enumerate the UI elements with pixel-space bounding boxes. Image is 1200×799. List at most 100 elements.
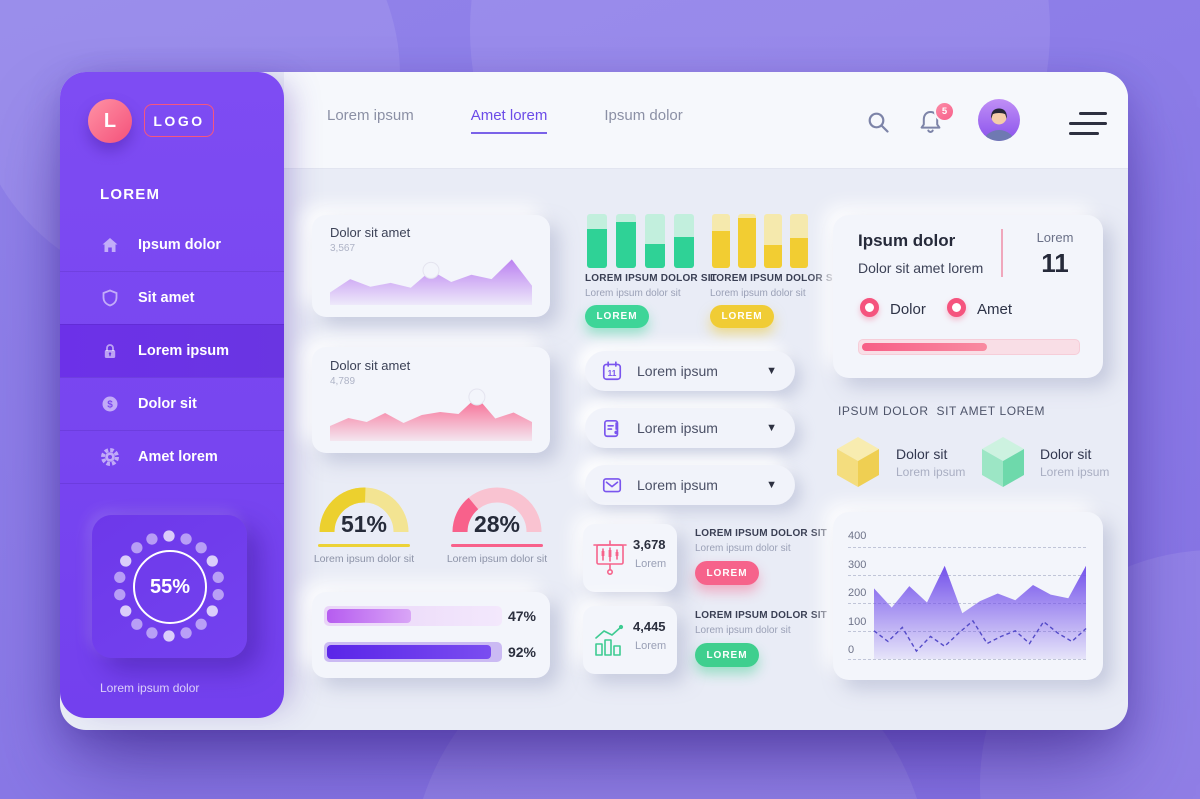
svg-text:$: $: [107, 399, 113, 410]
card-value: 3,567: [330, 243, 356, 254]
sidebar-item-sit-amet[interactable]: Sit amet: [60, 271, 284, 324]
gridline: [848, 603, 1086, 604]
chevron-down-icon: ▼: [766, 422, 777, 434]
card-title: Dolor sit amet: [330, 225, 411, 240]
radio-label: Amet: [977, 301, 1013, 318]
y-tick: 300: [848, 559, 867, 571]
progress-label: 92%: [507, 644, 536, 660]
presentation-chart-icon: [593, 540, 627, 575]
y-tick: 100: [848, 616, 867, 628]
y-tick: 400: [848, 530, 867, 542]
info-title: Ipsum dolor: [858, 231, 956, 250]
sparkline-card-pink: Dolor sit amet 4,789: [312, 347, 550, 453]
cube-subtitle: Lorem ipsum: [896, 465, 966, 479]
tab-ipsum-dolor[interactable]: Ipsum dolor: [604, 107, 683, 124]
radio-amet[interactable]: [947, 298, 966, 317]
gauge-underline: [318, 544, 410, 547]
mail-icon: [602, 478, 622, 493]
bars-title: LOREM IPSUM DOLOR SIT: [585, 273, 717, 284]
sidebar-menu: Ipsum dolor Sit amet Lorem ipsum $ Dolor…: [60, 219, 284, 484]
info-card: Ipsum dolor Dolor sit amet lorem Lorem 1…: [833, 215, 1103, 378]
search-icon[interactable]: [866, 110, 891, 135]
tab-amet-lorem[interactable]: Amet lorem: [470, 107, 548, 134]
dropdown-notes[interactable]: Lorem ipsum ▼: [585, 408, 795, 448]
sidebar-item-label: Lorem ipsum: [138, 343, 230, 359]
logo-letter: L: [103, 109, 117, 132]
radio-dolor[interactable]: [860, 298, 879, 317]
purple-area-line-chart: [873, 565, 1087, 659]
y-tick: 0: [848, 644, 855, 656]
progress-fill: [327, 609, 411, 623]
progress-card: 47% 92%: [312, 592, 550, 678]
y-tick: 200: [848, 587, 867, 599]
logo-button[interactable]: LOGO: [144, 104, 214, 137]
cube-subtitle: Lorem ipsum: [1040, 465, 1110, 479]
pink-gauge-chart: [452, 487, 542, 533]
progress-track: [324, 642, 502, 662]
card-title: Dolor sit amet: [330, 358, 411, 373]
gauge-underline: [451, 544, 543, 547]
sidebar-item-lorem-ipsum[interactable]: Lorem ipsum: [60, 324, 284, 377]
info-side-label: Lorem: [1036, 230, 1074, 245]
vertical-divider: [1001, 229, 1003, 277]
stat-card-green: 4,445 Lorem: [583, 606, 677, 674]
cubes-heading: IPSUM DOLOR SIT AMET LOREM: [838, 404, 1046, 418]
gauge-value: 28%: [473, 511, 521, 537]
sidebar-footer-text: Lorem ipsum dolor: [100, 681, 200, 695]
stat-subtitle: Lorem ipsum dolor sit: [695, 625, 791, 636]
yellow-lorem-button[interactable]: LOREM: [710, 305, 774, 328]
sidebar-section-label: LOREM: [100, 186, 161, 203]
hamburger-menu-icon[interactable]: [1069, 112, 1107, 135]
gridline: [848, 575, 1086, 576]
logo-label: LOGO: [153, 112, 205, 129]
pink-area-chart: [330, 388, 532, 441]
stat-label: Lorem: [635, 640, 667, 652]
notification-count: 5: [941, 106, 948, 117]
cube-title: Dolor sit: [1040, 446, 1092, 462]
pink-lorem-button[interactable]: LOREM: [695, 561, 759, 585]
gauge-value: 51%: [340, 511, 388, 537]
sidebar-item-ipsum-dolor[interactable]: Ipsum dolor: [60, 219, 284, 271]
stat-card-pink: 3,678 Lorem: [583, 524, 677, 592]
green-lorem-button[interactable]: LOREM: [585, 305, 649, 328]
dollar-icon: $: [102, 396, 118, 412]
notes-icon: [604, 420, 619, 438]
sidebar-gauge-value: 55%: [149, 575, 191, 598]
info-subtitle: Dolor sit amet lorem: [858, 260, 984, 276]
dropdown-label: Lorem ipsum: [637, 363, 718, 379]
yellow-gauge-chart: [319, 487, 409, 533]
stat-subtitle: Lorem ipsum dolor sit: [695, 543, 791, 554]
card-value: 4,789: [330, 376, 356, 387]
sidebar-gauge-circle: 55%: [133, 550, 207, 624]
progress-label: 47%: [507, 608, 536, 624]
sidebar-item-amet-lorem[interactable]: Amet lorem: [60, 430, 284, 483]
notification-bell-icon[interactable]: 5: [917, 101, 955, 136]
progress-track: [324, 606, 502, 626]
sidebar-item-label: Ipsum dolor: [138, 237, 221, 253]
sidebar-item-label: Sit amet: [138, 290, 195, 306]
shield-icon: [102, 289, 118, 307]
big-area-chart-card: 400 300 200 100 0: [833, 512, 1103, 680]
purple-area-chart: [330, 259, 532, 305]
home-icon: [102, 238, 118, 252]
green-lorem-button-2[interactable]: LOREM: [695, 643, 759, 667]
notification-badge: 5: [934, 101, 955, 122]
lock-icon: [104, 344, 116, 358]
gauge-caption: Lorem ipsum dolor sit: [313, 553, 415, 565]
sidebar-item-label: Dolor sit: [138, 396, 197, 412]
tab-lorem-ipsum[interactable]: Lorem ipsum: [327, 107, 414, 124]
cube-title: Dolor sit: [896, 446, 948, 462]
info-progress-track: [858, 339, 1080, 355]
avatar[interactable]: [978, 99, 1020, 141]
dropdown-label: Lorem ipsum: [637, 420, 718, 436]
gridline: [848, 659, 1086, 660]
dropdown-calendar[interactable]: 11 Lorem ipsum ▼: [585, 351, 795, 391]
cube-green-icon: [982, 437, 1024, 487]
sparkline-card-purple: Dolor sit amet 3,567: [312, 215, 550, 317]
sidebar-item-label: Amet lorem: [138, 449, 218, 465]
sidebar-item-dolor-sit[interactable]: $ Dolor sit: [60, 377, 284, 430]
topbar-tabs: Lorem ipsum Amet lorem Ipsum dolor: [327, 107, 683, 134]
info-side-value: 11: [1041, 248, 1069, 278]
dropdown-mail[interactable]: Lorem ipsum ▼: [585, 465, 795, 505]
